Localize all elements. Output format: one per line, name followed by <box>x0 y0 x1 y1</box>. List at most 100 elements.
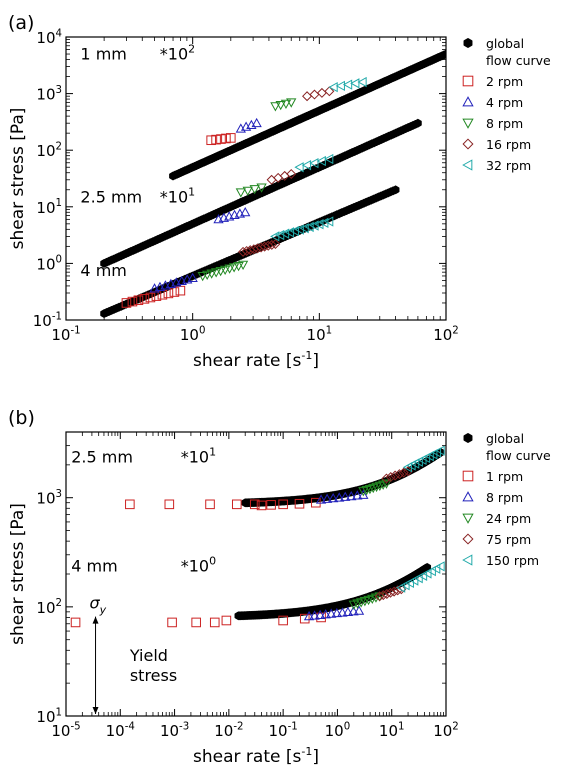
data-point <box>278 499 288 510</box>
x-tick-label-base: 10 <box>307 326 326 344</box>
data-point <box>334 492 345 502</box>
x-tick-label-exp: -1 <box>70 325 80 336</box>
x-axis-label-exp: -1 <box>301 745 312 758</box>
data-point <box>127 296 138 307</box>
data-point <box>435 445 445 456</box>
legend-marker <box>462 75 474 87</box>
annotation: *101 <box>160 185 195 206</box>
legend-marker <box>462 118 474 129</box>
data-layer <box>70 445 445 628</box>
annotation-text: *10 <box>181 448 209 467</box>
data-point <box>326 608 337 618</box>
annotation-exp: 1 <box>188 185 195 198</box>
data-point <box>206 135 216 146</box>
data-point <box>133 295 144 306</box>
y-tick-label-exp: 3 <box>56 85 62 96</box>
data-point <box>392 585 403 596</box>
x-tick-label-exp: 2 <box>452 325 458 336</box>
data-point <box>266 500 276 510</box>
x-axis-label: shear rate [s-1] <box>193 349 319 371</box>
legend-label: 8 rpm <box>486 490 523 505</box>
legend: global flow curve 2 rpm 4 rpm 8 rpm 16 rpm 32 … <box>462 36 551 173</box>
x-tick-label: 101 <box>379 721 405 740</box>
data-point <box>358 489 369 499</box>
series-16-rpm <box>238 86 335 257</box>
annotation: 4 mm <box>80 261 126 280</box>
data-point <box>381 473 392 484</box>
data-point <box>197 272 208 282</box>
data-point <box>320 609 331 619</box>
data-point <box>240 206 251 217</box>
legend-label-line2: flow curve <box>486 53 551 68</box>
annotation: Yield <box>129 646 168 665</box>
y-tick-label: 100 <box>36 255 62 274</box>
y-tick-label-base: 10 <box>36 86 55 104</box>
x-tick-label-exp: -4 <box>125 721 135 732</box>
legend-label: 32 rpm <box>486 158 531 173</box>
y-tick-label: 10-1 <box>33 311 62 330</box>
chart-panel-a: (a)10-1 100 101 10210-1100101102103104shear… <box>8 12 551 371</box>
x-axis-label-text: shear rate [s <box>193 747 301 767</box>
data-point <box>215 266 226 277</box>
x-tick-label: 10-2 <box>214 721 243 740</box>
data-point <box>435 561 445 572</box>
data-point <box>294 498 305 509</box>
y-tick-label: 103 <box>36 85 62 104</box>
data-point <box>342 79 353 90</box>
data-point <box>340 491 351 501</box>
y-tick-label-base: 10 <box>36 599 55 617</box>
annotation-exp: 1 <box>209 446 216 459</box>
x-tick-label: 102 <box>433 325 459 344</box>
data-point <box>324 86 335 97</box>
legend-label: 4 rpm <box>486 95 523 110</box>
chart-panel-b: (b)10-5 10-4 10-3 10-2 10-1 100 101 10210110210… <box>8 407 551 767</box>
data-point <box>374 591 385 602</box>
y-tick-label: 103 <box>36 489 62 508</box>
x-axis-label-exp: -1 <box>301 349 312 362</box>
data-point <box>301 160 312 171</box>
data-point <box>278 615 288 626</box>
data-point <box>280 99 292 109</box>
y-tick-label-base: 10 <box>33 312 52 330</box>
data-point <box>403 466 414 477</box>
legend-marker <box>462 491 474 502</box>
data-point <box>211 268 222 278</box>
legend-marker <box>462 470 474 482</box>
x-axis-label-end: ] <box>312 351 319 371</box>
annotation: *100 <box>181 555 216 576</box>
data-point <box>348 606 359 616</box>
data-point <box>275 100 286 111</box>
legend-marker <box>462 554 473 566</box>
data-point <box>167 617 177 628</box>
data-point <box>346 490 357 501</box>
data-point <box>219 265 231 276</box>
yield-arrow-head-bottom <box>92 707 99 714</box>
data-layer <box>100 49 446 319</box>
data-point <box>237 260 249 270</box>
annotation-exp: 0 <box>209 555 216 568</box>
annotation: 1 mm <box>80 45 126 64</box>
series-2-rpm <box>121 133 236 308</box>
y-tick-label-exp: 2 <box>56 598 62 609</box>
data-point <box>228 263 240 273</box>
data-point <box>216 134 226 144</box>
y-axis-label: shear stress [Pa] <box>8 503 28 645</box>
x-tick-label: 100 <box>180 325 206 344</box>
series-1-rpm <box>70 497 326 628</box>
series-global-flow-curve-1-mm- <box>169 49 446 181</box>
data-point <box>302 91 313 102</box>
data-point <box>396 584 407 595</box>
x-tick-label-exp: 0 <box>344 721 350 732</box>
y-tick-label: 101 <box>36 198 62 217</box>
data-point <box>337 607 348 617</box>
y-tick-label-exp: 4 <box>56 28 62 39</box>
data-point <box>414 118 422 128</box>
data-point <box>225 133 236 143</box>
data-point <box>378 590 389 601</box>
data-point <box>221 133 231 144</box>
x-tick-label-base: 10 <box>214 722 233 740</box>
data-point <box>231 499 242 510</box>
data-point <box>381 479 392 489</box>
x-tick-label-base: 10 <box>325 722 344 740</box>
x-tick-label: 101 <box>307 325 333 344</box>
